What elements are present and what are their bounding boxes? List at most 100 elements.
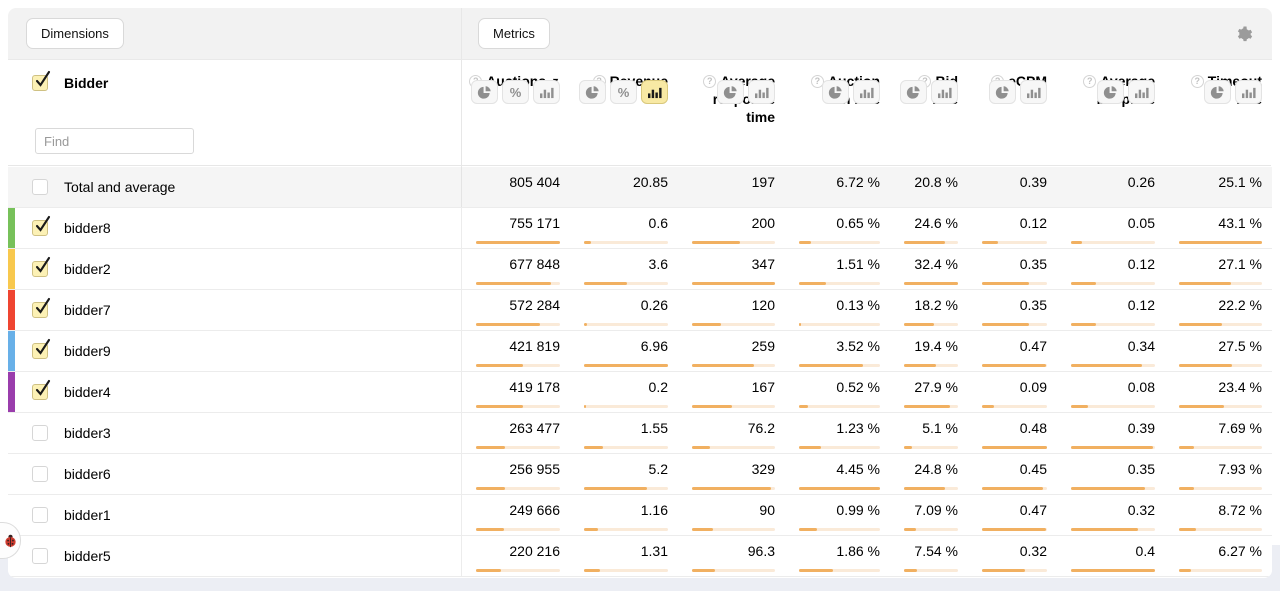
bars-chart-toggle-auction-win-rate[interactable] [853,80,880,104]
value-bar-track [1071,487,1155,490]
value-bar-fill [904,446,913,449]
row-checkbox-bidder3[interactable] [32,425,48,441]
metric-cell: 3.52 % [785,331,890,371]
toggle-group-revenue: % [570,80,678,104]
row-dimension-cell[interactable]: Total and average [8,167,461,207]
bars-chart-toggle-bid-rate[interactable] [931,80,958,104]
value-bar-fill [799,528,817,531]
pie-chart-toggle-revenue[interactable] [579,80,606,104]
metric-cell: 20.85 [570,167,678,207]
metric-cell: 1.55 [570,413,678,453]
row-dimension-cell[interactable]: bidder8 [8,208,461,248]
row-checkbox-total[interactable] [32,179,48,195]
row-dimension-cell[interactable]: bidder1 [8,495,461,535]
bars-chart-toggle-average-bid-price[interactable] [1128,80,1155,104]
bars-chart-toggle-average-response-time[interactable] [748,80,775,104]
metric-cell: 5.2 [570,454,678,494]
value-bar-fill [692,323,721,326]
row-label: bidder5 [64,548,111,564]
pie-chart-toggle-average-bid-price[interactable] [1097,80,1124,104]
row-dimension-cell[interactable]: bidder5 [8,536,461,576]
metric-cell: 256 955 [462,454,570,494]
value-bar-track [904,282,958,285]
value-bar-track [982,323,1047,326]
row-checkbox-bidder1[interactable] [32,507,48,523]
bars-chart-toggle-auctions[interactable] [533,80,560,104]
metric-cell: 200 [678,208,785,248]
metrics-button[interactable]: Metrics [478,18,550,49]
metric-cell: 0.32 [1057,495,1165,535]
row-checkbox-bidder5[interactable] [32,548,48,564]
row-checkbox-bidder4[interactable] [32,379,51,400]
dimension-name: Bidder [64,75,109,91]
value-bar-track [692,405,775,408]
row-checkbox-bidder7[interactable] [32,297,51,318]
value-bar-fill [982,487,1043,490]
metric-cell: 120 [678,290,785,330]
metric-value: 249 666 [509,502,560,518]
value-bar-track [904,569,958,572]
row-dimension-cell[interactable]: bidder7 [8,290,461,330]
value-bar-track [799,364,880,367]
table-body: Bidder ?Auctions▼?Revenue?Average respon… [8,60,1272,577]
row-checkbox-bidder2[interactable] [32,256,51,277]
metric-cell: 19.4 % [890,331,968,371]
row-dimension-cell[interactable]: bidder6 [8,454,461,494]
metric-value: 3.52 % [836,338,880,354]
row-checkbox-bidder8[interactable] [32,215,51,236]
value-bar-track [1071,282,1155,285]
value-bar-track [1179,487,1262,490]
value-bar-fill [799,487,880,490]
bars-chart-toggle-timeout-rate[interactable] [1235,80,1262,104]
metric-value: 0.47 [1019,502,1047,518]
pie-chart-toggle-auction-win-rate[interactable] [822,80,849,104]
dimensions-button[interactable]: Dimensions [26,18,124,49]
toggle-group-timeout-rate [1165,80,1272,104]
value-bar-fill [799,446,822,449]
settings-gear-icon[interactable] [1234,24,1254,44]
value-bar-fill [476,282,552,285]
metric-cell: 7.69 % [1165,413,1272,453]
value-bar-track [1179,282,1262,285]
pie-chart-toggle-average-response-time[interactable] [717,80,744,104]
row-dimension-cell[interactable]: bidder9 [8,331,461,371]
value-bar-fill [799,323,802,326]
value-bar-fill [904,528,916,531]
row-label: Total and average [64,179,176,195]
metric-value: 0.65 % [836,215,880,231]
value-bar-track [1071,569,1155,572]
row-metric-cells: 755 171 0.6 200 0.65 % 24.6 % 0.12 0.05 43.1 % [461,208,1271,248]
metric-value: 3.6 [648,256,668,272]
row-checkbox-bidder6[interactable] [32,466,48,482]
metric-value: 1.86 % [836,543,880,559]
row-dimension-cell[interactable]: bidder2 [8,249,461,289]
bars-chart-toggle-ecpm[interactable] [1020,80,1047,104]
pie-chart-toggle-auctions[interactable] [471,80,498,104]
pie-chart-toggle-timeout-rate[interactable] [1204,80,1231,104]
value-bar-fill [476,528,504,531]
metric-value: 167 [751,379,775,395]
metric-value: 259 [751,338,775,354]
value-bar-track [692,364,775,367]
bars-chart-toggle-revenue[interactable] [641,80,668,104]
row-dimension-cell[interactable]: bidder4 [8,372,461,412]
bidder-dimension-checkbox[interactable] [32,70,51,91]
series-color-strip [8,331,15,371]
value-bar-fill [904,487,946,490]
percent-chart-toggle-revenue[interactable]: % [610,80,637,104]
value-bar-track [476,569,560,572]
toggle-group-bid-rate [890,80,968,104]
value-bar-track [1071,323,1155,326]
metric-cell: 0.39 [1057,413,1165,453]
metric-value: 755 171 [509,215,560,231]
pie-chart-toggle-bid-rate[interactable] [900,80,927,104]
metric-value: 0.39 [1019,174,1047,190]
value-bar-fill [476,487,505,490]
pie-chart-toggle-ecpm[interactable] [989,80,1016,104]
percent-chart-toggle-auctions[interactable]: % [502,80,529,104]
metric-value: 20.8 % [914,174,958,190]
row-checkbox-bidder9[interactable] [32,338,51,359]
table-row-bidder1: bidder1 249 666 1.16 90 0.99 % 7.09 % 0.47 0.32… [8,495,1272,536]
row-dimension-cell[interactable]: bidder3 [8,413,461,453]
find-input[interactable] [35,128,194,154]
